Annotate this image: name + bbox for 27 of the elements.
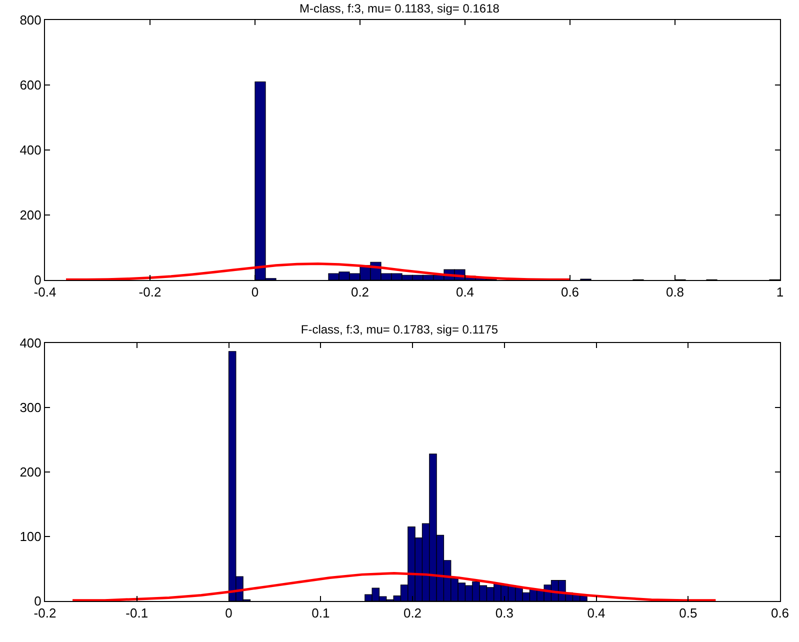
- x-tick-label: 0.3: [495, 606, 514, 621]
- x-tick-label: 0.4: [587, 606, 606, 621]
- x-tick-label: 0: [251, 284, 259, 300]
- y-tick-label: 200: [20, 208, 42, 223]
- y-tick-label: 300: [20, 400, 42, 416]
- y-tick-label: 600: [20, 78, 42, 93]
- x-tick-label: -0.1: [126, 606, 148, 621]
- x-tick-label: 0.6: [560, 284, 580, 300]
- x-tick-label: 0: [225, 606, 232, 621]
- x-tick-label: 0.5: [679, 606, 698, 621]
- line-series: [71, 572, 717, 601]
- x-tick-label: 1: [776, 284, 784, 300]
- chart-title: F-class, f:3, mu= 0.1783, sig= 0.1175: [300, 322, 498, 336]
- chart-title: M-class, f:3, mu= 0.1183, sig= 0.1618: [300, 1, 500, 16]
- x-tick-label: 0.1: [312, 606, 330, 621]
- x-tick-label: 0.6: [770, 606, 790, 621]
- y-tick-label: 400: [20, 336, 42, 351]
- x-tick-label: 0.2: [350, 284, 370, 300]
- x-tick-label: 0.2: [403, 606, 422, 621]
- y-tick-label: 200: [20, 464, 42, 480]
- y-tick-label: 100: [20, 529, 42, 544]
- x-tick-label: 0.4: [456, 284, 474, 300]
- y-tick-label: 400: [20, 142, 42, 158]
- y-tick-label: 800: [20, 12, 42, 28]
- x-tick-label: 0.8: [666, 284, 684, 300]
- x-tick-label: -0.2: [138, 284, 162, 300]
- line-series: [64, 262, 572, 280]
